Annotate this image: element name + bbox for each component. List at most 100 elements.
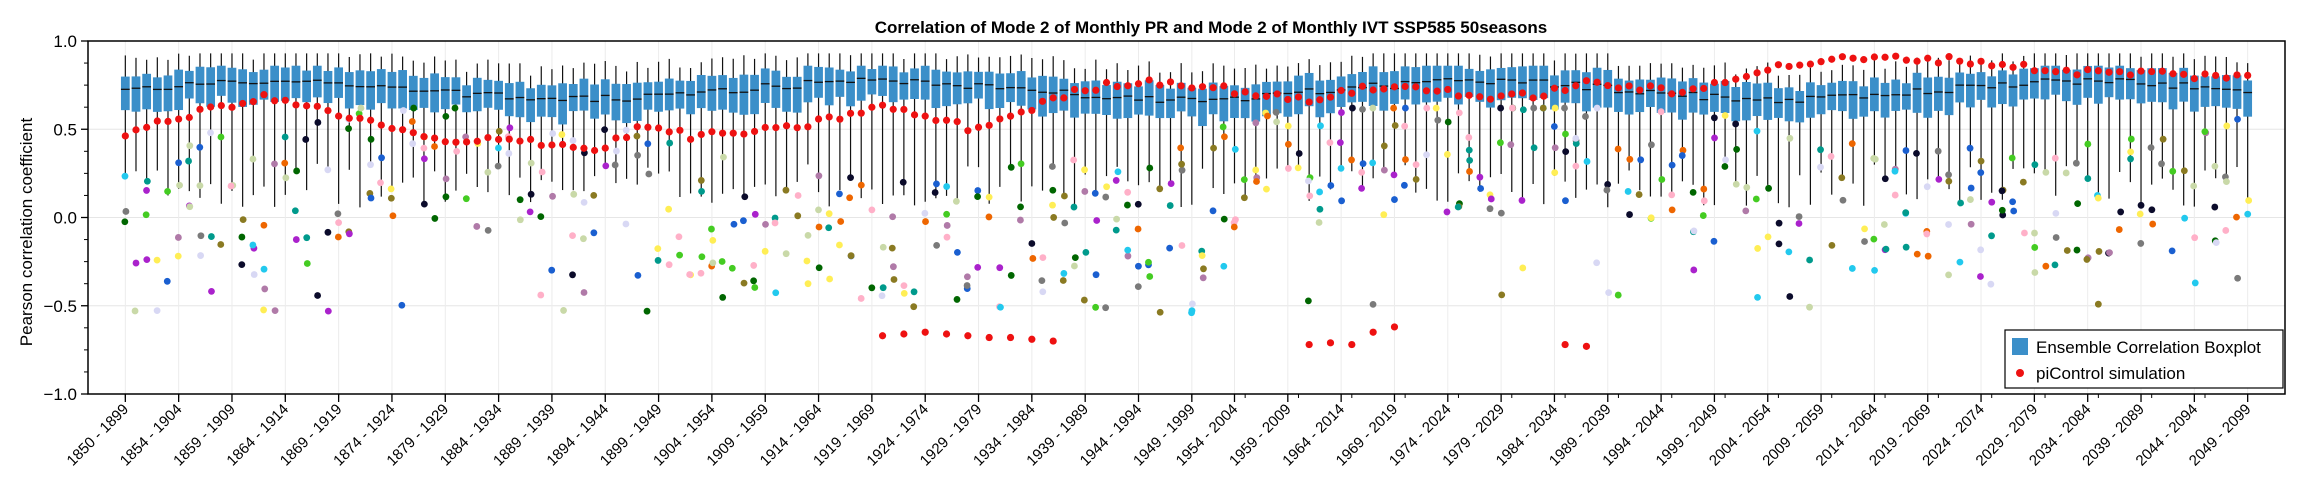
ensemble-point	[1795, 220, 1803, 227]
ensemble-point	[400, 107, 407, 114]
ensemble-point	[1188, 309, 1195, 317]
ensemble-point	[1081, 188, 1089, 195]
picontrol-point	[2190, 75, 2198, 83]
box-body	[1422, 65, 1431, 103]
box-body	[1656, 77, 1666, 113]
picontrol-point	[249, 98, 257, 106]
picontrol-point	[1998, 60, 2006, 69]
ensemble-point	[2031, 244, 2039, 251]
picontrol-point	[1540, 92, 1548, 100]
ensemble-point	[1295, 150, 1303, 157]
picontrol-point	[388, 124, 396, 133]
legend-label-boxplot: Ensemble Correlation Boxplot	[2036, 338, 2261, 357]
ensemble-point	[174, 252, 182, 260]
ensemble-point	[121, 218, 129, 226]
picontrol-point	[2137, 67, 2145, 75]
ensemble-point	[1806, 303, 1813, 311]
ensemble-point	[2052, 209, 2060, 217]
picontrol-point	[718, 129, 727, 137]
ensemble-point	[1678, 152, 1686, 159]
ensemble-point	[442, 112, 450, 120]
ensemble-point	[1454, 203, 1462, 211]
box-body	[1486, 69, 1495, 108]
ensemble-point	[1124, 201, 1131, 209]
ensemble-point	[1210, 144, 1217, 152]
ensemble-point	[857, 181, 865, 189]
ensemble-point	[526, 208, 534, 216]
ensemble-point	[1263, 185, 1270, 193]
ensemble-point	[1583, 158, 1591, 165]
ensemble-point	[1112, 226, 1120, 234]
picontrol-point	[1049, 94, 1057, 102]
ensemble-point	[1317, 122, 1324, 130]
box-body	[579, 78, 589, 111]
picontrol-point	[1252, 92, 1260, 100]
picontrol-point	[569, 143, 577, 151]
ensemble-point	[1048, 163, 1056, 170]
ensemble-point	[1690, 227, 1698, 235]
legend-swatch-picontrol	[2016, 369, 2024, 377]
picontrol-point	[196, 105, 204, 113]
ensemble-point	[1551, 104, 1559, 112]
ensemble-point	[900, 282, 908, 289]
box-body	[558, 83, 567, 125]
box-body	[1070, 83, 1079, 118]
picontrol-point	[409, 129, 417, 137]
y-tick-label: 1.0	[53, 32, 77, 51]
ensemble-point	[997, 303, 1004, 311]
picontrol-point	[548, 141, 556, 149]
ensemble-point	[1614, 291, 1622, 299]
ensemble-point	[1113, 215, 1120, 223]
box-body	[1475, 70, 1485, 102]
ensemble-point	[1253, 178, 1260, 185]
ensemble-point	[324, 166, 332, 174]
ensemble-point	[558, 131, 566, 138]
ensemble-point	[730, 220, 738, 228]
ensemble-point	[132, 259, 140, 267]
ensemble-point	[207, 233, 215, 240]
ensemble-point	[484, 226, 492, 234]
ensemble-point	[1200, 265, 1207, 273]
box-body	[899, 72, 909, 100]
box-body	[547, 85, 557, 118]
ensemble-point	[2244, 210, 2252, 218]
picontrol-point	[2084, 66, 2092, 74]
ensemble-point	[2127, 155, 2134, 163]
ensemble-point	[1316, 205, 1324, 213]
ensemble-point	[1764, 233, 1772, 241]
ensemble-point	[1561, 104, 1568, 112]
ensemble-point	[622, 126, 630, 134]
ensemble-point	[345, 230, 353, 238]
box-body	[2093, 65, 2103, 104]
picontrol-point	[1337, 86, 1345, 95]
ensemble-point	[804, 280, 812, 288]
ensemble-point	[720, 153, 727, 161]
box-body	[1507, 67, 1517, 98]
ensemble-point	[1284, 140, 1292, 148]
ensemble-point	[676, 251, 683, 259]
ensemble-point	[1455, 109, 1463, 117]
ensemble-point	[462, 195, 470, 203]
ensemble-point	[825, 210, 833, 218]
ensemble-point	[1220, 262, 1228, 270]
picontrol-point	[985, 121, 993, 129]
picontrol-point	[804, 123, 812, 131]
box-body	[2125, 68, 2135, 100]
ensemble-point	[1795, 213, 1803, 220]
ensemble-point	[889, 213, 897, 221]
ensemble-point	[420, 144, 428, 152]
box-body	[2232, 75, 2242, 109]
box-body	[1806, 82, 1815, 118]
ensemble-point	[1891, 167, 1899, 175]
ensemble-point	[1934, 147, 1942, 155]
ensemble-point	[569, 137, 577, 144]
picontrol-point	[1934, 59, 1942, 67]
ensemble-point	[1551, 169, 1559, 177]
box-body	[120, 76, 130, 111]
box-body	[270, 65, 280, 102]
ensemble-point	[505, 150, 513, 157]
ensemble-point	[367, 194, 375, 202]
box-body	[856, 65, 866, 101]
picontrol-point	[121, 132, 129, 140]
picontrol-point	[1348, 340, 1356, 349]
